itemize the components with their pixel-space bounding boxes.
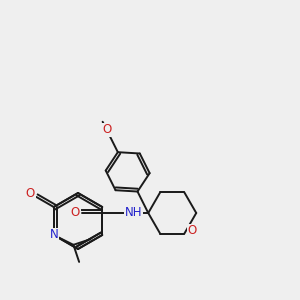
Text: O: O: [70, 206, 80, 220]
Text: NH: NH: [124, 206, 142, 220]
Text: O: O: [188, 224, 197, 237]
Text: N: N: [50, 229, 58, 242]
Text: O: O: [102, 123, 111, 136]
Text: O: O: [26, 187, 35, 200]
